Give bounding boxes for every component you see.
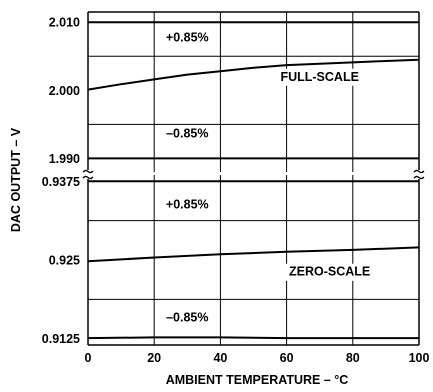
upper-series-label-2: –0.85% (166, 126, 208, 140)
annotations: +0.85% FULL-SCALE –0.85% +0.85% ZERO-SCALE –0… (166, 30, 377, 325)
upper-label-bg-1 (272, 68, 367, 86)
axis-break-right-a (413, 169, 425, 174)
y-axis-label: DAC OUTPUT – V (9, 127, 23, 232)
x-axis-label: AMBIENT TEMPERATURE – °C (166, 373, 349, 387)
lower-series-2 (87, 336, 419, 340)
series-group (87, 21, 420, 340)
lower-ytick-label-0: 0.9375 (42, 175, 80, 189)
grid (88, 12, 419, 345)
lower-series-1 (87, 246, 420, 263)
upper-series-label-1: FULL-SCALE (280, 70, 358, 84)
lower-label-bg-1 (282, 263, 377, 281)
xtick-label-5: 100 (409, 351, 430, 365)
tick-labels: 2.010 2.000 1.990 0.9375 0.925 0.9125 0 20 40 60 8… (42, 16, 430, 365)
axis-break-right-b (413, 175, 425, 180)
xtick-label-0: 0 (85, 351, 92, 365)
upper-series-label-0: +0.85% (166, 30, 209, 44)
lower-ytick-label-1: 0.925 (49, 254, 80, 268)
lower-series-label-2: –0.85% (166, 311, 208, 325)
xtick-label-4: 80 (346, 351, 360, 365)
lower-ytick-label-2: 0.9125 (42, 332, 80, 346)
upper-ytick-label-1: 2.000 (49, 84, 80, 98)
xtick-label-1: 20 (147, 351, 161, 365)
axis-break-left-a (82, 169, 94, 174)
upper-ytick-label-2: 1.990 (49, 152, 80, 166)
xtick-label-3: 60 (280, 351, 294, 365)
upper-series-1 (87, 58, 420, 91)
xtick-label-2: 40 (213, 351, 227, 365)
plot-frame (82, 11, 425, 346)
axis-break-left-b (82, 175, 94, 180)
lower-series-label-1: ZERO-SCALE (289, 265, 370, 279)
lower-series-label-0: +0.85% (166, 197, 209, 211)
upper-ytick-label-0: 2.010 (49, 16, 80, 30)
